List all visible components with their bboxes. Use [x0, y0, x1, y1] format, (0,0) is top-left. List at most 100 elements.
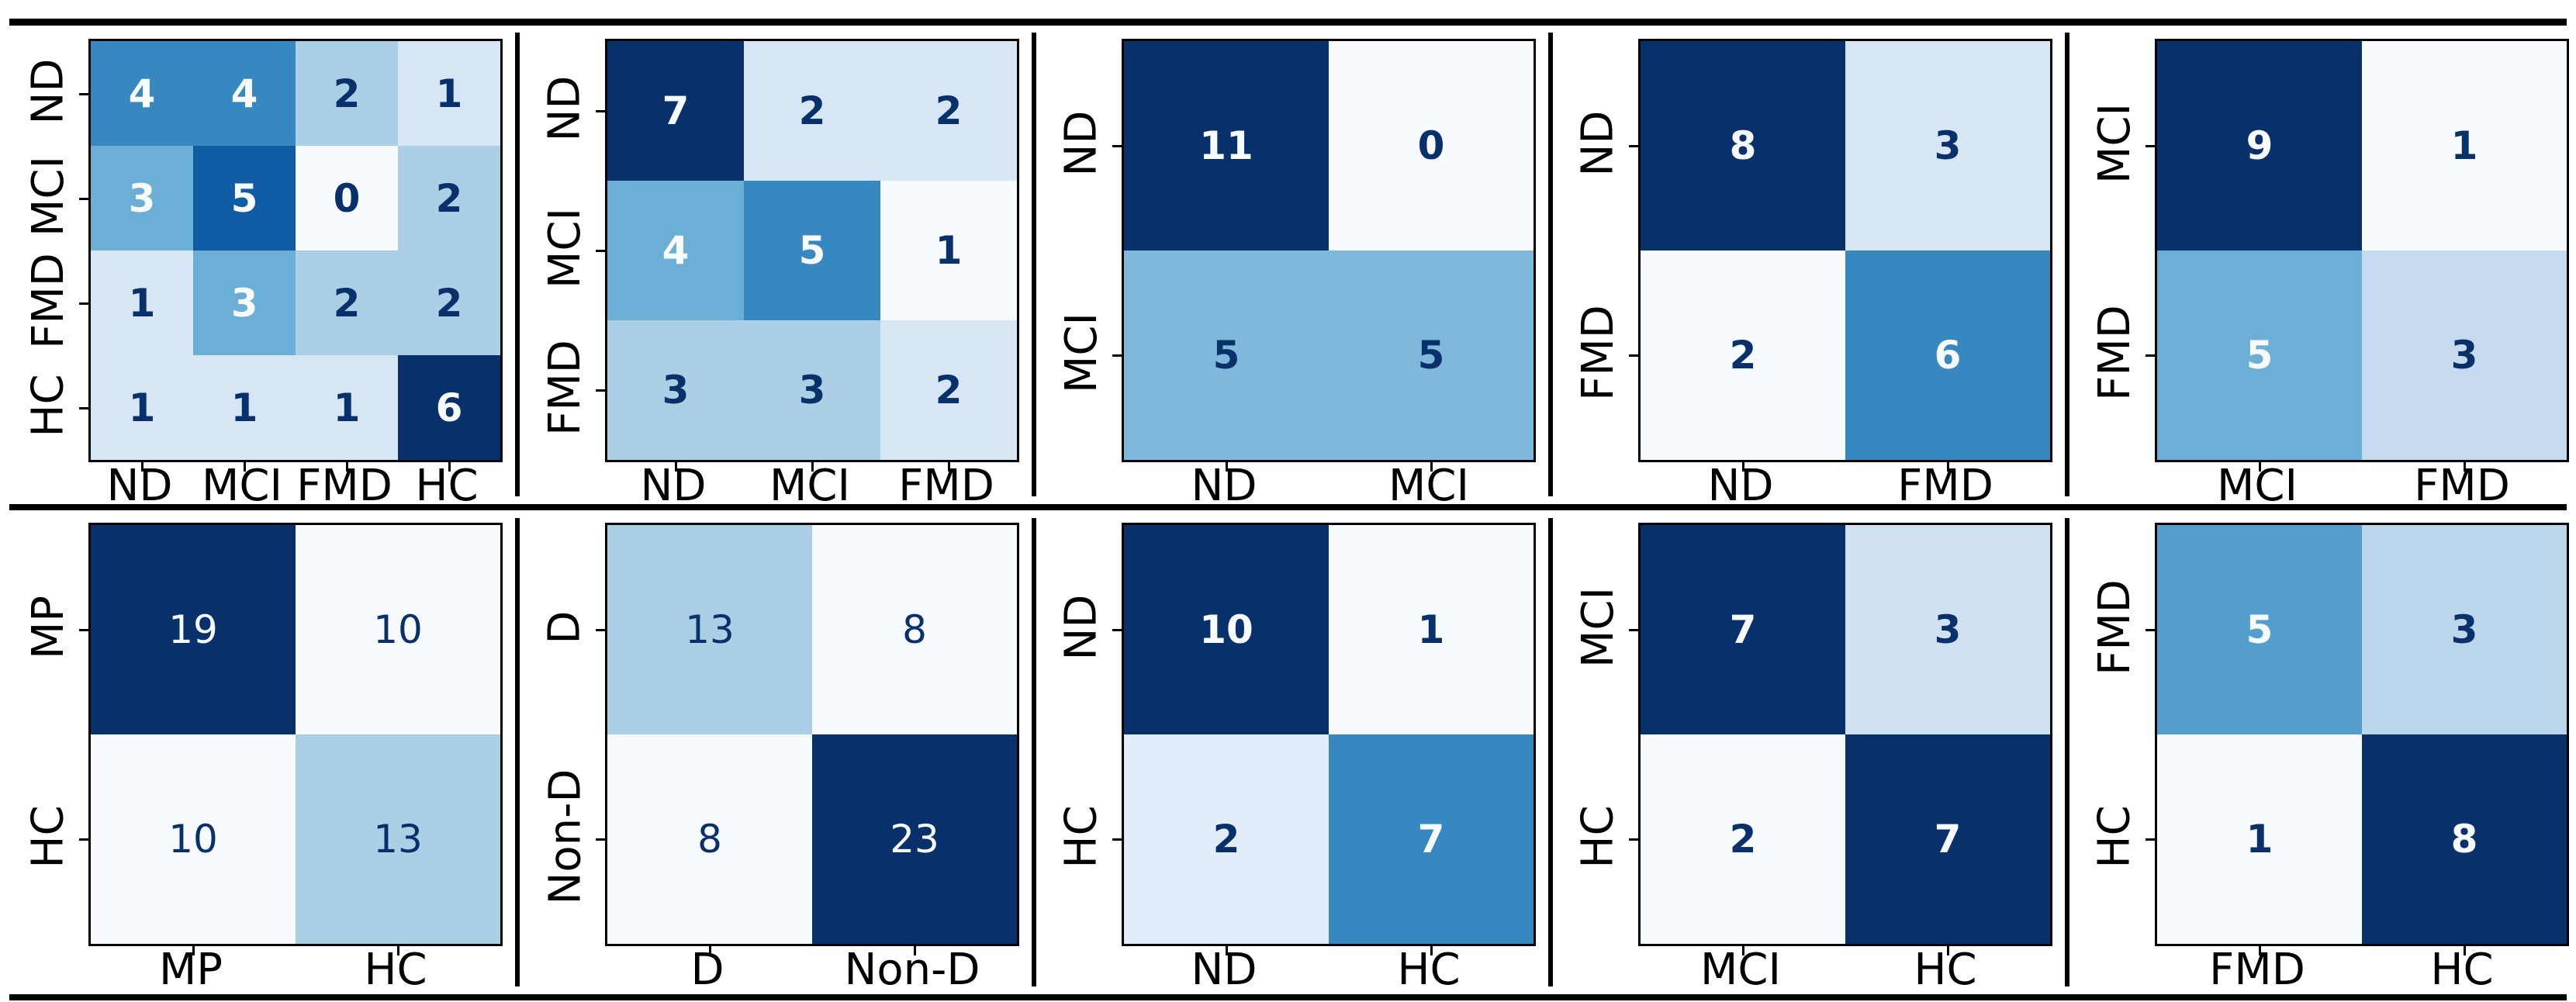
x-tick-label: ND — [1191, 461, 1257, 511]
x-axis-tick — [448, 462, 451, 472]
heatmap-cell-HC-MCI: 2 — [1641, 734, 1845, 944]
x-axis-tick — [709, 946, 711, 955]
x-axis-tick — [2464, 462, 2466, 472]
x-axis-tick — [397, 946, 399, 955]
y-axis-labels: ND HC — [1046, 523, 1119, 942]
y-tick-label-text: Non-D — [540, 769, 591, 905]
x-axis-tick — [244, 462, 246, 472]
y-tick-label-text: FMD — [540, 340, 590, 436]
y-axis-labels: MCI HC — [1562, 523, 1635, 942]
heatmap-cell-FMD-FMD: 6 — [1845, 250, 2050, 460]
heatmap-cell-FMD-HC: 3 — [2362, 525, 2567, 734]
heatmap-cell-ND-MCI: 0 — [1329, 41, 1533, 250]
x-axis-tick — [948, 462, 950, 472]
heatmap-cell-MCI-MCI: 5 — [193, 146, 296, 250]
y-axis-tick — [79, 629, 88, 631]
y-axis-tick — [1629, 629, 1638, 631]
y-axis-tick — [596, 110, 605, 112]
y-tick-label-text: ND — [22, 57, 74, 125]
y-axis-tick — [79, 197, 88, 200]
panel-divider — [1548, 33, 1553, 496]
y-tick-label: MCI — [12, 143, 85, 248]
y-tick-label-text: MCI — [1573, 587, 1623, 668]
x-tick-label: ND — [640, 461, 707, 511]
y-axis-tick — [1629, 838, 1638, 841]
x-tick-label: FMD — [296, 461, 392, 511]
y-axis-tick — [2146, 354, 2155, 357]
y-tick-label-text: FMD — [2090, 579, 2140, 675]
x-axis-tick — [1947, 946, 1949, 955]
heatmap-cell-HC-HC: 7 — [1329, 734, 1533, 944]
y-tick-label: FMD — [12, 248, 85, 353]
heatmap-cell-HC-ND: 2 — [1124, 734, 1329, 944]
x-tick-label: FMD — [2414, 461, 2510, 511]
y-axis-tick — [596, 629, 605, 631]
x-tick-label: MCI — [769, 461, 850, 511]
x-tick-label: MCI — [1700, 945, 1781, 995]
confusion-matrix-panel-1: 4 4 2 1 3 5 0 2 1 3 2 2 1 1 1 6 ND MCI FMD HC ND MCI FMD HC — [2, 26, 513, 509]
y-axis-labels: ND MCI — [1046, 39, 1119, 458]
x-tick-label: ND — [106, 461, 173, 511]
y-tick-label-text: ND — [1056, 110, 1107, 177]
x-axis-labels: ND MCI FMD — [605, 464, 1019, 510]
y-axis-tick — [1629, 354, 1638, 357]
heatmap-cell-HC-HC: 13 — [296, 734, 500, 944]
y-tick-label: HC — [12, 732, 85, 942]
top-horizontal-rule — [9, 19, 2567, 26]
panel-divider — [1032, 518, 1036, 986]
y-tick-label-text: HC — [23, 805, 74, 869]
heatmap-cell-HC-FMD: 1 — [296, 355, 398, 460]
x-axis-labels: ND FMD — [1638, 464, 2052, 510]
y-axis-labels: ND MCI FMD — [529, 39, 602, 458]
y-tick-label: MCI — [2079, 39, 2152, 248]
x-axis-labels: MP HC — [88, 948, 503, 994]
heatmap-cell-ND-FMD: 3 — [1845, 41, 2050, 250]
y-axis-tick — [79, 406, 88, 409]
heatmap-cell-FMD-FMD: 2 — [880, 320, 1017, 460]
heatmap-cell-FMD-ND: 3 — [607, 320, 744, 460]
y-tick-label-text: HC — [2090, 805, 2140, 869]
heatmap-cell-HC-MCI: 1 — [193, 355, 296, 460]
heatmap-cell-MCI-FMD: 1 — [2362, 41, 2567, 250]
x-axis-tick — [2259, 462, 2261, 472]
plot-area: 11 0 5 5 — [1122, 39, 1536, 462]
x-axis-labels: ND HC — [1122, 948, 1536, 994]
confusion-matrix-panel-2: 7 2 2 4 5 1 3 3 2 ND MCI FMD ND MCI FMD — [518, 26, 1030, 509]
y-tick-label: ND — [1046, 39, 1119, 248]
heatmap-cell-MCI-ND: 4 — [607, 181, 744, 320]
heatmap-cell-MCI-FMD: 1 — [880, 181, 1017, 320]
y-tick-label: Non-D — [529, 732, 602, 942]
panel-divider — [2065, 518, 2069, 986]
heatmap-cell-HC-ND: 1 — [91, 355, 193, 460]
y-tick-label: FMD — [2079, 248, 2152, 458]
x-tick-label: FMD — [2209, 945, 2305, 995]
x-tick-label: D — [690, 945, 724, 995]
heatmap-cell-HC-FMD: 1 — [2157, 734, 2362, 944]
y-axis-tick — [596, 838, 605, 841]
y-axis-tick — [1112, 145, 1122, 147]
x-axis-tick — [1742, 946, 1744, 955]
heatmap-cell-D-D: 13 — [607, 525, 812, 734]
heatmap-cell-MP-MP: 19 — [91, 525, 296, 734]
heatmap-cell-ND-FMD: 2 — [296, 41, 398, 146]
y-tick-label: ND — [1046, 523, 1119, 732]
plot-area: 13 8 8 23 — [605, 523, 1019, 946]
x-tick-label: HC — [2430, 945, 2494, 995]
confusion-matrix-panel-7: 13 8 8 23 D Non-D D Non-D — [518, 510, 1030, 993]
heatmap-cell-ND-HC: 1 — [1329, 525, 1533, 734]
x-tick-label: MCI — [1388, 461, 1469, 511]
heatmap-cell-MCI-MCI: 9 — [2157, 41, 2362, 250]
panel-divider — [515, 33, 520, 496]
y-tick-label: D — [529, 523, 602, 732]
x-axis-labels: FMD HC — [2155, 948, 2569, 994]
bottom-horizontal-rule — [9, 994, 2567, 1000]
x-axis-tick — [811, 462, 814, 472]
y-axis-tick — [79, 838, 88, 841]
x-axis-tick — [346, 462, 348, 472]
y-axis-labels: FMD HC — [2079, 523, 2152, 942]
x-axis-tick — [1430, 462, 1433, 472]
heatmap-cell-Non-D-Non-D: 23 — [812, 734, 1017, 944]
